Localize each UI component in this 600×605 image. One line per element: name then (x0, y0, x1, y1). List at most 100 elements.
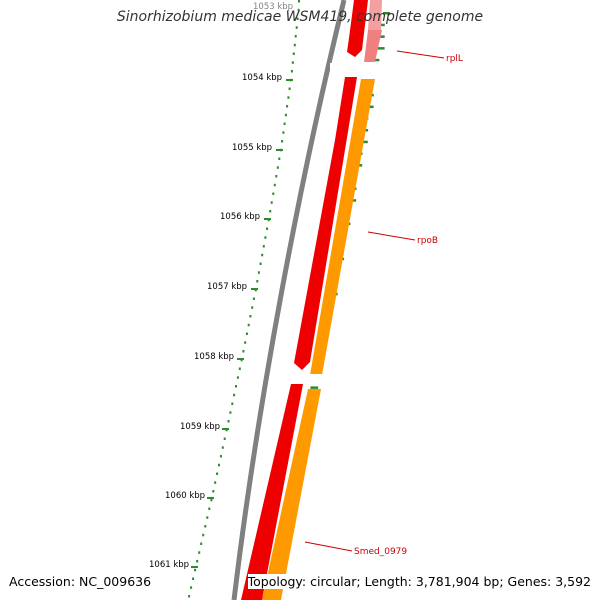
ruler-dot (296, 17, 299, 20)
ruler-dot (236, 376, 239, 379)
leader-line-rplL (396, 50, 445, 59)
ruler-dot (208, 507, 211, 510)
cds-feature-rpoB-forward[interactable] (294, 77, 357, 370)
ruler-dot (254, 288, 257, 292)
ruler-dot (270, 201, 273, 204)
ruler-label-1060: 1060 kbp (165, 491, 205, 501)
ruler-dot (233, 393, 236, 397)
ruler-dot (297, 8, 300, 12)
ruler-dot (212, 490, 215, 493)
ruler-dot (262, 245, 265, 248)
backbone-track (231, 0, 347, 601)
ruler-dot (235, 385, 237, 388)
ruler-label-1061: 1061 kbp (149, 560, 189, 570)
gene-label-rpoB[interactable]: rpoB (417, 236, 438, 246)
ruler-dot (244, 341, 247, 344)
ruler-dot (206, 516, 209, 519)
ruler-dot (257, 271, 260, 274)
ruler-dot (261, 253, 264, 257)
gc-skew-mark (383, 12, 390, 15)
ruler-dot (223, 437, 226, 440)
ruler-dot (214, 481, 217, 484)
ruler-dot (219, 455, 222, 458)
ruler-dot (290, 70, 293, 73)
ruler-dots (188, 0, 300, 598)
ruler-major-tick (207, 497, 214, 499)
cds-feature-Smed_0979[interactable] (262, 389, 321, 600)
ruler-dot (252, 297, 255, 300)
gc-skew-mark (378, 35, 385, 38)
ruler-dot (281, 140, 284, 143)
ruler-dot (204, 525, 207, 528)
ruler-dot (190, 586, 193, 589)
ruler-dot (287, 96, 290, 99)
ruler-dot (218, 463, 220, 467)
gene-label-Smed_0979[interactable]: Smed_0979 (354, 547, 407, 557)
ruler-label-1055: 1055 kbp (232, 143, 272, 153)
ruler-dot (227, 420, 230, 423)
ruler-dot (229, 411, 232, 414)
ruler-dot (198, 551, 201, 554)
ruler-major-tick (222, 428, 229, 430)
ruler-dot (249, 315, 252, 318)
ruler-dot (259, 262, 262, 265)
ruler-label-1053: 1053 kbp (253, 2, 293, 12)
ruler-dot (200, 542, 203, 545)
map-title: Sinorhizobium medicae WSM419, complete g… (116, 9, 484, 25)
ruler-dot (293, 43, 296, 47)
ruler-label-1054: 1054 kbp (242, 73, 282, 83)
gc-skew-mark (374, 58, 380, 62)
ruler-major-tick (286, 79, 293, 81)
ruler-dot (288, 87, 291, 90)
ruler-dot (294, 35, 297, 38)
ruler-dot (286, 105, 289, 108)
rna-feature-rplL-top[interactable] (368, 0, 382, 30)
gc-skew-mark (359, 140, 368, 144)
ruler-dot (238, 367, 241, 370)
ruler-dot (202, 533, 205, 537)
ruler-major-tick (276, 149, 283, 151)
cds-feature-Smed_0979-forward[interactable] (241, 384, 303, 600)
gc-skew-mark (376, 47, 385, 50)
ruler-dot (295, 26, 298, 29)
ruler-major-tick (264, 218, 271, 220)
ruler-dot (267, 218, 270, 222)
ruler-dot (242, 350, 245, 353)
ruler-dot (272, 192, 275, 195)
ruler-dot (291, 61, 294, 64)
ruler-dot (264, 236, 267, 239)
ruler-label-1056: 1056 kbp (220, 212, 260, 222)
ruler-dot (194, 568, 197, 572)
ruler-dot (275, 175, 278, 178)
leader-line-Smed_0979 (304, 541, 353, 552)
ruler-major-tick (251, 288, 258, 290)
gene-label-rplL[interactable]: rplL (446, 54, 463, 64)
ruler-dot (216, 472, 219, 475)
ruler-dot (240, 358, 243, 362)
ruler-major-tick (237, 358, 244, 360)
rna-feature-rplL[interactable] (364, 30, 382, 62)
cds-feature-rplL-forward[interactable] (347, 0, 368, 57)
genome-summary-text: Topology: circular; Length: 3,781,904 bp… (247, 574, 591, 589)
ruler-major-tick (191, 566, 198, 568)
ruler-dot (276, 166, 279, 169)
ruler-dot (231, 402, 234, 405)
ruler-dot (251, 306, 254, 309)
accession-text: Accession: NC_009636 (9, 574, 152, 589)
cds-feature-rpoB[interactable] (310, 79, 375, 375)
ruler-dot (282, 131, 285, 134)
ruler-dot (284, 113, 287, 117)
ruler-dot (225, 428, 228, 432)
ruler-dot (196, 560, 199, 563)
ruler-label-1057: 1057 kbp (207, 282, 247, 292)
ruler-dot (188, 595, 191, 598)
ruler-label-1058: 1058 kbp (194, 352, 234, 362)
ruler-label-1059: 1059 kbp (180, 422, 220, 432)
ruler-dot (245, 332, 248, 335)
ruler-dot (269, 210, 272, 213)
gc-skew-mark (380, 23, 385, 27)
ruler-dot (221, 446, 224, 449)
ruler-dot (247, 323, 250, 327)
